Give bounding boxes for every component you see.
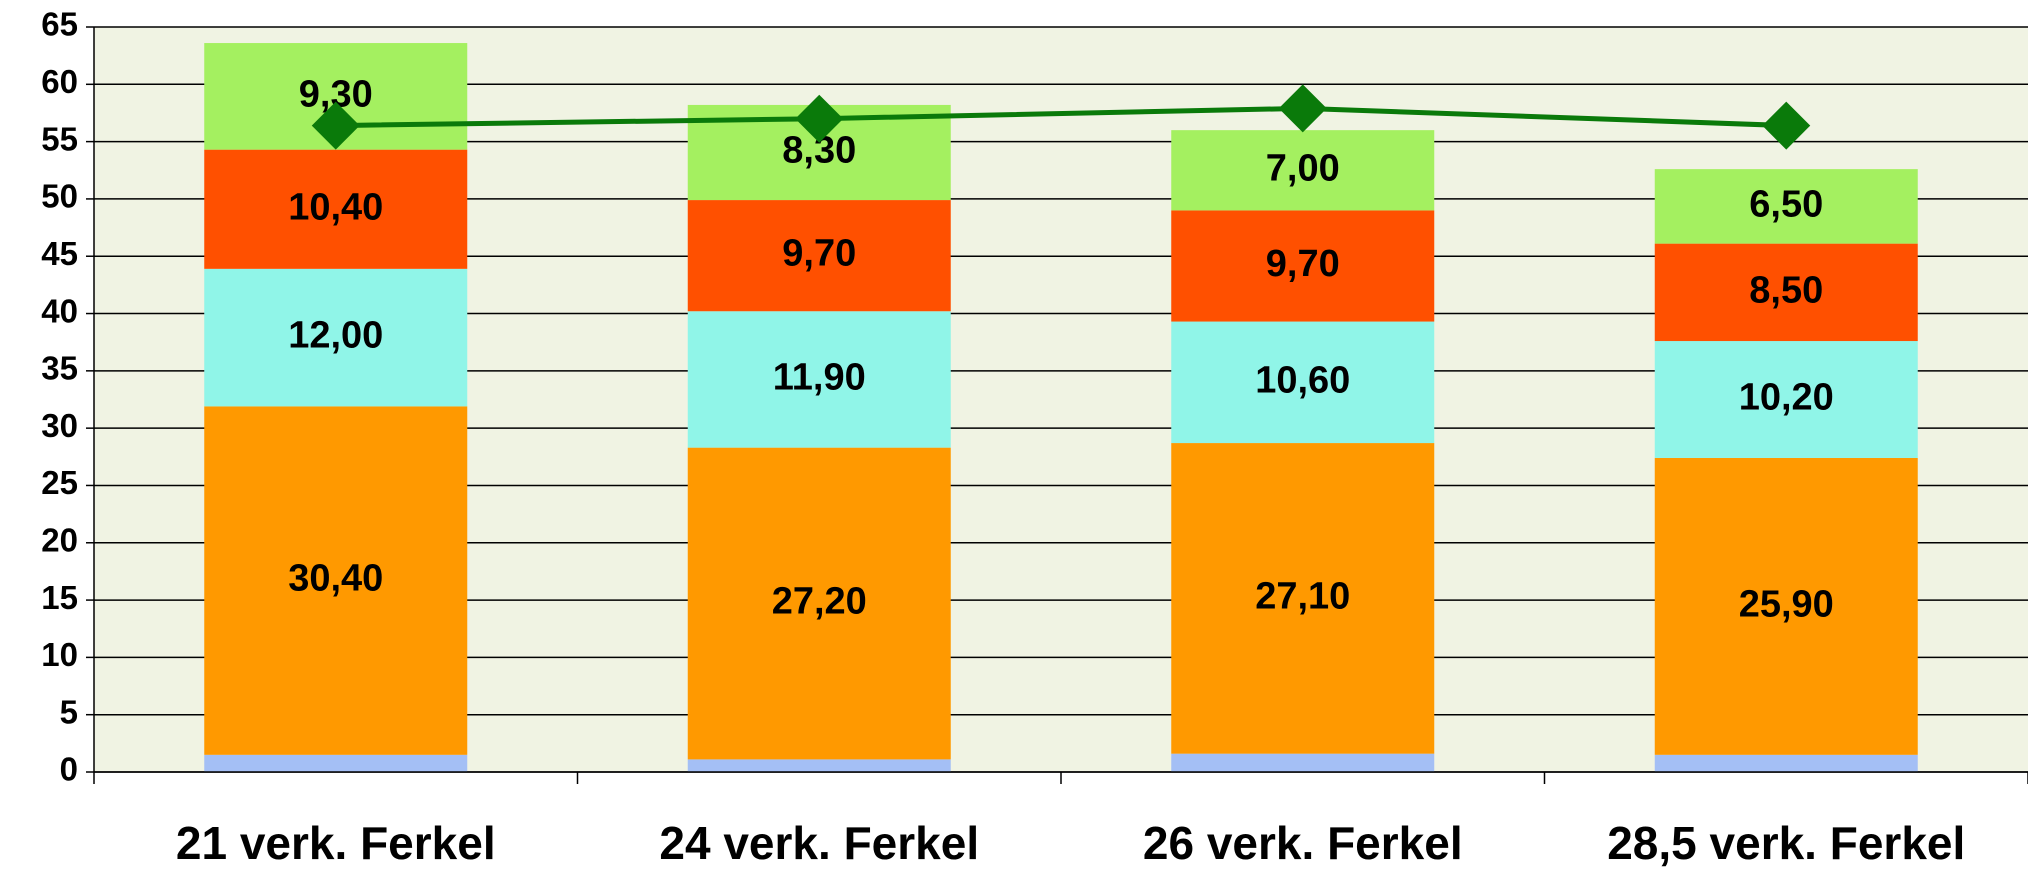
y-tick-label: 40	[41, 292, 78, 329]
line	[335, 105, 1787, 129]
y-tick-label: 55	[41, 120, 78, 157]
y-tick-label: 35	[41, 350, 78, 387]
bar-segment	[1171, 753, 1435, 772]
y-tick-label: 25	[41, 464, 78, 501]
bar-segment	[1654, 169, 1918, 244]
bar-segment	[1171, 321, 1435, 444]
marker	[1762, 101, 1811, 150]
y-tick-label: 50	[41, 178, 78, 215]
y-tick-label: 15	[41, 579, 78, 616]
y-tick-label: 20	[41, 521, 78, 558]
bar-segment	[687, 447, 951, 760]
marker	[795, 94, 844, 143]
y-tick-label: 5	[60, 693, 78, 730]
data-label: 27,10	[1255, 575, 1350, 617]
bar-segment	[204, 754, 468, 772]
bar-segment	[687, 759, 951, 772]
bar-segment	[204, 149, 468, 269]
bar-segment	[204, 268, 468, 407]
data-label: 9,70	[1266, 243, 1340, 285]
data-label: 25,90	[1739, 583, 1834, 625]
y-tick-label: 65	[41, 6, 78, 43]
bar-segment	[1654, 243, 1918, 342]
data-label: 30,40	[288, 558, 383, 600]
x-tick-label: 26 verk. Ferkel	[1143, 817, 1463, 869]
x-tick-label: 21 verk. Ferkel	[176, 817, 496, 869]
data-label: 10,20	[1739, 377, 1834, 419]
data-label: 11,90	[773, 356, 866, 398]
data-label: 12,00	[288, 315, 383, 357]
bar-segment	[1654, 754, 1918, 772]
y-tick-label: 45	[41, 235, 78, 272]
bar-segment	[1171, 443, 1435, 754]
bar-segment	[1654, 341, 1918, 458]
data-label: 27,20	[772, 581, 867, 623]
y-tick-label: 60	[41, 63, 78, 100]
bar-segment	[1171, 130, 1435, 211]
data-label: 7,00	[1266, 147, 1340, 189]
data-label: 8,50	[1749, 269, 1823, 311]
y-tick-label: 0	[60, 751, 78, 788]
bar-segment	[1654, 457, 1918, 755]
y-tick-label: 30	[41, 407, 78, 444]
data-label: 10,60	[1255, 359, 1350, 401]
marker	[311, 101, 360, 150]
bar-segment	[687, 200, 951, 312]
bar-segment	[1171, 210, 1435, 322]
data-label: 10,40	[288, 186, 383, 228]
bar-segment	[204, 406, 468, 755]
x-tick-label: 28,5 verk. Ferkel	[1607, 817, 1965, 869]
bar-segment	[687, 311, 951, 448]
x-tick-label: 24 verk. Ferkel	[659, 817, 979, 869]
data-label: 6,50	[1749, 183, 1823, 225]
y-tick-label: 10	[41, 636, 78, 673]
marker	[1278, 84, 1327, 133]
data-label: 9,70	[782, 233, 856, 275]
